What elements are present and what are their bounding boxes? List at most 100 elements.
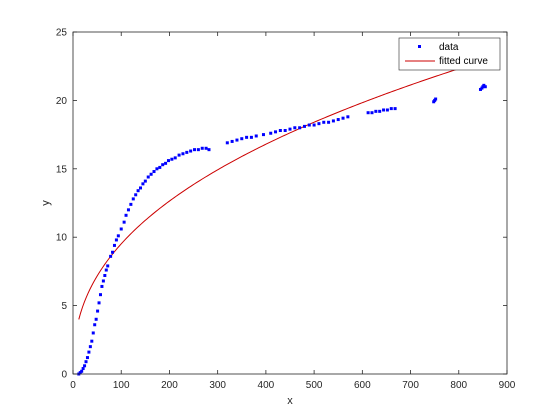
plot-background xyxy=(73,32,507,374)
data-point xyxy=(143,179,147,183)
data-point xyxy=(100,284,104,288)
data-point xyxy=(126,208,130,212)
data-point xyxy=(158,165,162,169)
data-point xyxy=(249,135,253,139)
x-tick-label: 600 xyxy=(354,380,371,391)
data-point xyxy=(129,202,133,206)
data-point xyxy=(152,170,156,174)
data-point xyxy=(434,97,438,101)
x-tick-label: 900 xyxy=(499,380,516,391)
x-axis-label: x xyxy=(287,395,293,407)
data-point xyxy=(155,167,159,171)
data-point xyxy=(322,120,326,124)
data-point xyxy=(207,148,211,152)
data-point xyxy=(341,116,345,120)
data-point xyxy=(269,131,273,135)
y-axis: 0 5 10 15 20 25 xyxy=(56,28,507,381)
data-point xyxy=(196,148,200,152)
y-tick-label: 0 xyxy=(61,370,67,381)
data-point xyxy=(189,149,193,153)
data-point xyxy=(200,146,204,150)
data-point xyxy=(181,152,185,156)
data-point xyxy=(385,108,389,112)
data-point xyxy=(122,220,126,224)
legend: data fitted curve xyxy=(398,37,501,71)
x-tick-label: 400 xyxy=(258,380,275,391)
y-tick-label: 10 xyxy=(56,233,68,244)
data-point xyxy=(85,356,89,360)
data-point xyxy=(261,133,265,137)
y-tick-label: 5 xyxy=(61,301,67,312)
legend-data-label: data xyxy=(439,42,459,53)
data-point xyxy=(98,293,102,297)
data-point xyxy=(96,309,100,313)
data-point xyxy=(336,118,340,122)
data-point xyxy=(124,213,128,217)
data-point xyxy=(327,120,331,124)
data-point xyxy=(109,254,113,258)
data-point xyxy=(166,159,170,163)
data-point xyxy=(141,182,145,186)
data-point xyxy=(93,323,97,327)
data-point xyxy=(177,153,181,157)
data-point xyxy=(146,175,150,179)
data-point xyxy=(97,301,101,305)
data-point xyxy=(274,130,278,134)
data-point xyxy=(370,111,374,115)
series-layer xyxy=(77,61,487,376)
data-point xyxy=(245,135,249,139)
data-point xyxy=(193,148,197,152)
data-point xyxy=(134,193,138,197)
x-tick-label: 800 xyxy=(450,380,467,391)
data-point xyxy=(111,250,115,254)
data-point xyxy=(83,364,87,368)
data-point xyxy=(119,227,123,231)
legend-box xyxy=(398,37,501,71)
data-point xyxy=(346,115,350,119)
data-point xyxy=(382,108,386,112)
data-point xyxy=(293,126,297,130)
data-point xyxy=(204,146,208,150)
x-tick-label: 0 xyxy=(70,380,76,391)
data-point xyxy=(185,150,189,154)
data-point xyxy=(116,234,120,238)
data-point xyxy=(112,243,116,247)
y-tick-label: 20 xyxy=(56,96,68,107)
data-point xyxy=(91,331,95,335)
data-point xyxy=(161,163,165,167)
data-point xyxy=(230,139,234,143)
data-point xyxy=(173,156,177,160)
y-axis-label: y xyxy=(40,200,52,206)
data-point xyxy=(366,111,370,115)
data-point xyxy=(164,161,168,165)
data-point xyxy=(87,350,91,354)
data-point xyxy=(298,126,302,130)
data-point xyxy=(81,367,85,371)
data-point xyxy=(101,279,105,283)
data-point xyxy=(302,124,306,128)
data-point xyxy=(240,137,244,141)
data-point xyxy=(225,141,229,145)
data-point xyxy=(283,129,287,132)
data-point xyxy=(84,360,88,364)
x-tick-label: 200 xyxy=(161,380,178,391)
legend-data-marker xyxy=(418,45,421,48)
data-point xyxy=(393,107,397,111)
data-point xyxy=(114,238,118,242)
data-point xyxy=(278,129,282,132)
x-tick-label: 100 xyxy=(113,380,130,391)
data-point xyxy=(90,339,94,343)
legend-fit-label: fitted curve xyxy=(439,56,488,67)
data-point xyxy=(170,157,174,161)
data-point xyxy=(80,369,84,373)
data-point xyxy=(317,122,321,126)
data-point xyxy=(149,172,153,176)
data-point xyxy=(254,134,258,138)
data-point xyxy=(312,123,316,127)
y-tick-label: 25 xyxy=(56,28,68,39)
y-tick-label: 15 xyxy=(56,164,68,175)
data-point xyxy=(88,345,92,349)
data-point xyxy=(106,264,110,268)
